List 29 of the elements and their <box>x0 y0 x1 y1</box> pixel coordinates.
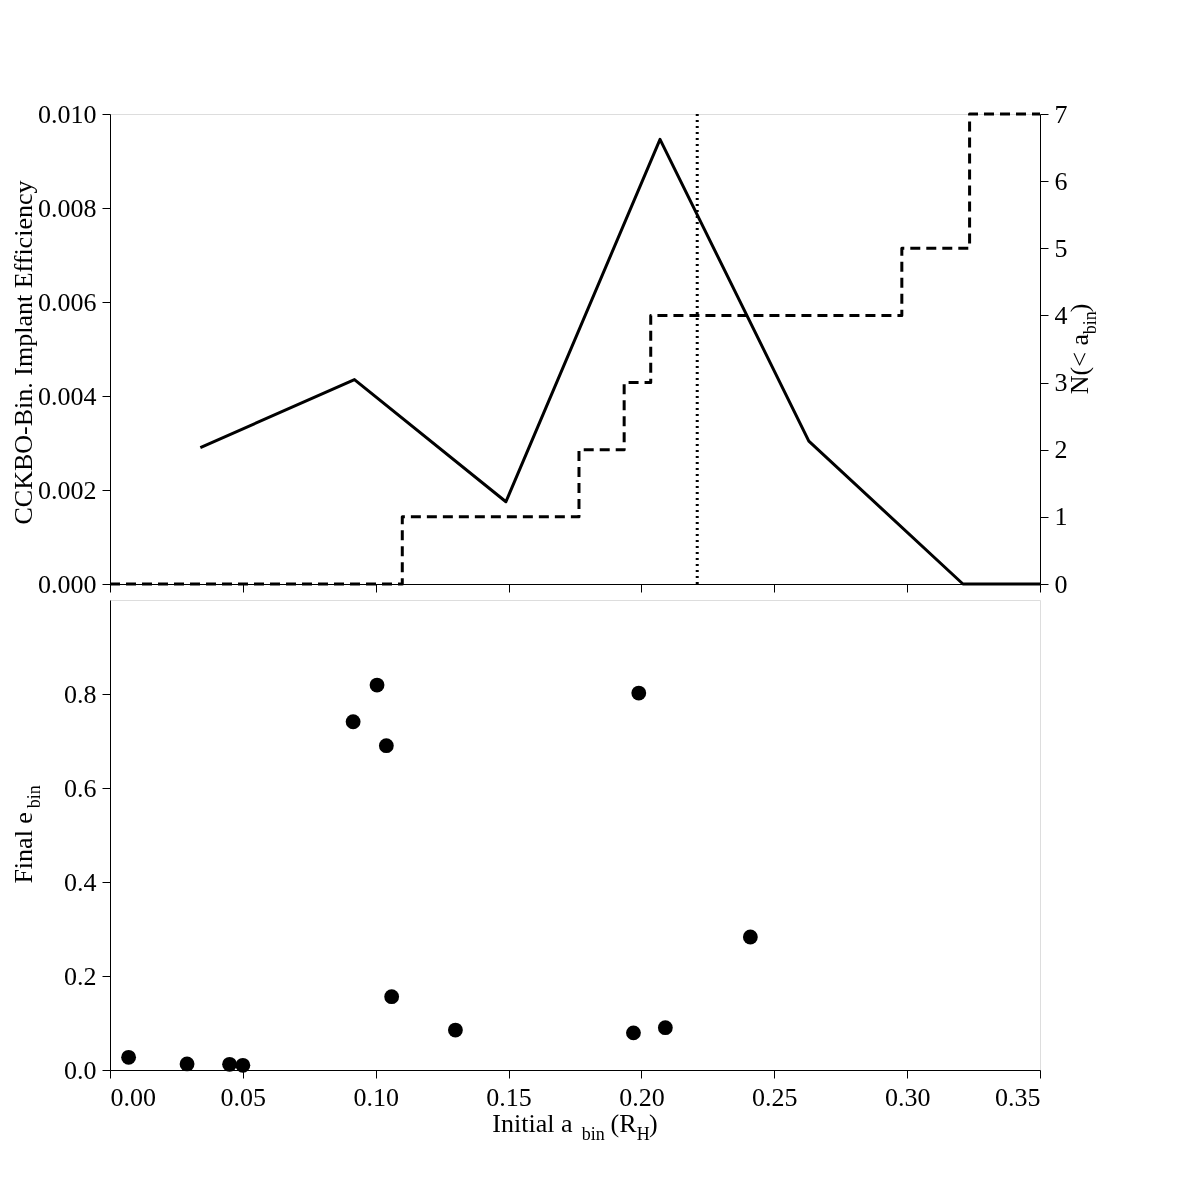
y2-tick-label: 2 <box>1054 435 1068 465</box>
y-tick-label: 0.0 <box>64 1055 97 1085</box>
x-tick-label: 0.10 <box>353 1082 399 1112</box>
x-tick-label: 0.20 <box>619 1082 665 1112</box>
x-tick-label: 0.25 <box>752 1082 798 1112</box>
y2-tick-label: 7 <box>1054 99 1068 129</box>
y-tick-label: 0.002 <box>38 475 97 505</box>
x-tick-label: 0.00 <box>110 1082 156 1112</box>
y-axis-title: CCKBO-Bin. Implant Efficiency <box>9 180 38 525</box>
x-tick-label: 0.30 <box>884 1082 931 1112</box>
y-tick-label: 0.2 <box>64 961 97 991</box>
y2-tick-label: 1 <box>1054 502 1068 532</box>
y2-tick-label: 3 <box>1054 368 1068 398</box>
y2-tick-label: 5 <box>1054 233 1068 263</box>
x-tick-label: 0.05 <box>220 1082 267 1112</box>
y-tick-label: 0.000 <box>38 569 97 599</box>
y-tick-label: 0.4 <box>64 867 97 897</box>
x-tick-label: 0.35 <box>995 1082 1041 1112</box>
y-tick-label: 0.8 <box>64 679 97 709</box>
y2-tick-label: 0 <box>1054 569 1068 599</box>
y-tick-label: 0.004 <box>38 381 97 411</box>
y2-tick-label: 4 <box>1054 300 1068 330</box>
y-tick-label: 0.6 <box>64 773 97 803</box>
y-axis-title: Final ebin <box>9 785 44 884</box>
x-tick-label: 0.15 <box>486 1082 532 1112</box>
y-tick-label: 0.010 <box>38 99 97 129</box>
y2-tick-label: 6 <box>1054 166 1068 196</box>
y-tick-label: 0.006 <box>38 287 97 317</box>
y-tick-label: 0.008 <box>38 193 97 223</box>
